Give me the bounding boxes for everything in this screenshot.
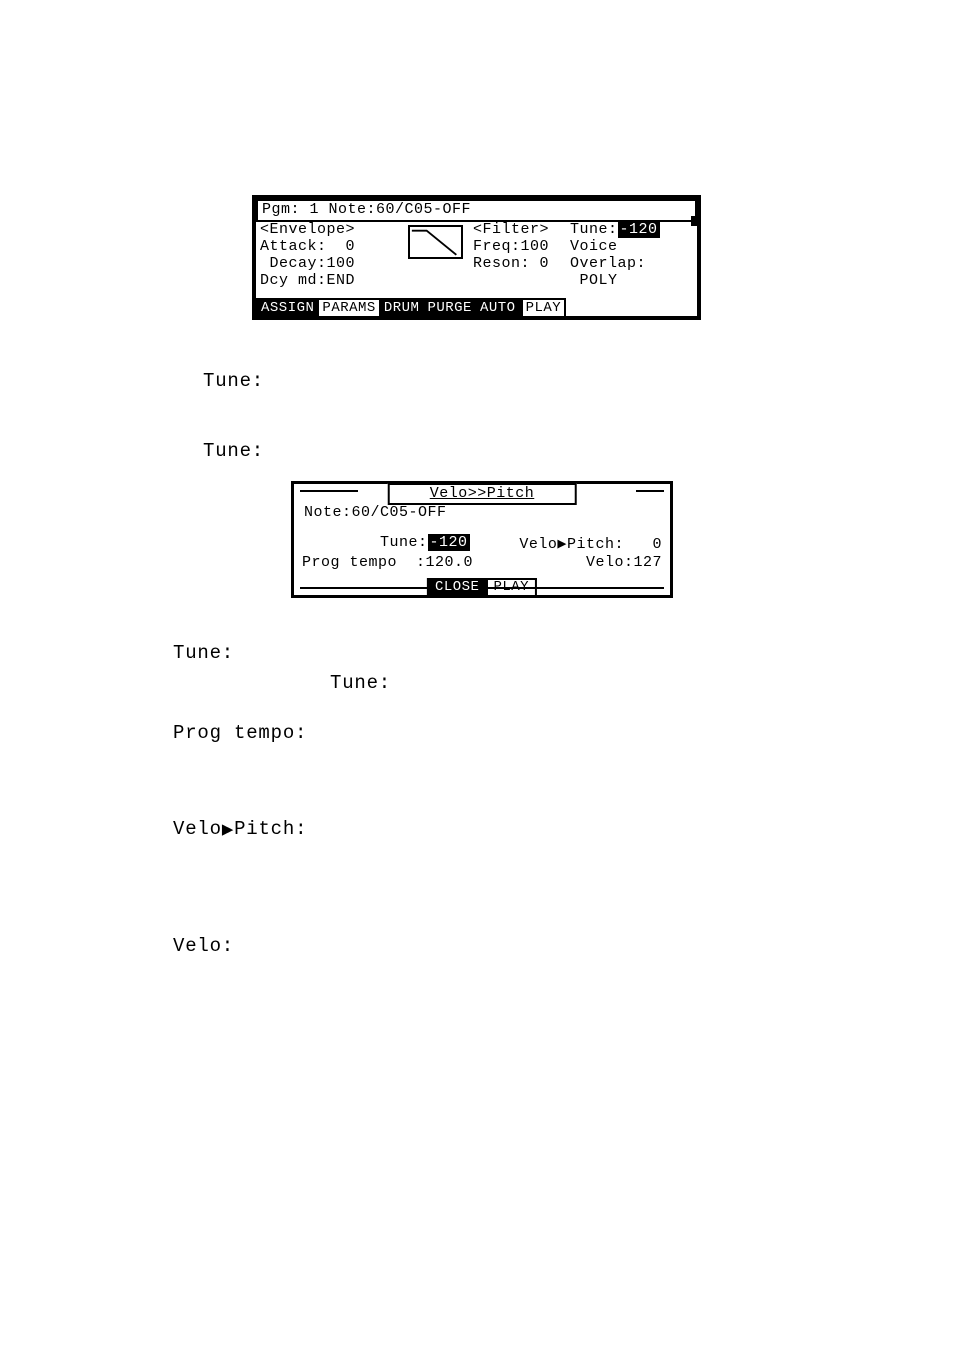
right-column: Tune:-120 Voice Overlap: POLY — [570, 221, 700, 289]
overlap-value-text: POLY — [580, 272, 618, 289]
attack-row[interactable]: Attack: 0 — [260, 238, 380, 255]
popup-tune-label: Tune: — [380, 534, 428, 551]
triangle-right-icon: ▶ — [222, 818, 234, 841]
popup-title: Velo>>Pitch — [388, 483, 577, 505]
popup-tab-bar: CLOSE PLAY — [427, 578, 537, 597]
popup-velopitch-label: Velo▶Pitch: — [519, 536, 624, 553]
popup-velo[interactable]: Velo:127 — [586, 554, 662, 571]
tune-label: Tune: — [570, 221, 618, 238]
popup-progtempo-label: Prog tempo — [302, 554, 397, 571]
popup-tune-value[interactable]: -120 — [428, 534, 470, 551]
tab-assign[interactable]: ASSIGN — [256, 298, 319, 318]
tab-purge[interactable]: PURGE — [424, 298, 477, 318]
envelope-column: <Envelope> Attack: 0 Decay:100 Dcy md:EN… — [260, 221, 380, 289]
label-prog-tempo: Prog tempo: — [173, 722, 307, 744]
title-rule-right-icon — [636, 490, 664, 492]
popup-tune[interactable]: Tune:-120 — [380, 534, 470, 551]
popup-velopitch[interactable]: Velo▶Pitch: 0 — [519, 534, 662, 553]
dcymd-label: Dcy md: — [260, 272, 327, 289]
envelope-graph — [408, 225, 463, 259]
popup-progtempo-sep: : — [416, 554, 426, 571]
tune-value[interactable]: -120 — [618, 221, 660, 238]
envelope-graph-box — [408, 225, 463, 259]
tab-play[interactable]: PLAY — [521, 298, 567, 318]
tab-bar: ASSIGN PARAMS DRUM PURGE AUTO PLAY — [256, 298, 697, 318]
attack-value: 0 — [346, 238, 356, 255]
title-bar: Pgm: 1 Note:60/C05-OFF — [256, 199, 697, 222]
decay-label: Decay: — [270, 255, 327, 272]
overlap-value[interactable]: POLY — [570, 272, 700, 289]
envelope-curve-icon — [410, 227, 461, 259]
label-velo-pitch-prefix: Velo — [173, 818, 222, 840]
tab-params[interactable]: PARAMS — [319, 298, 380, 318]
popup-progtempo-value: 120.0 — [426, 554, 474, 571]
params-screen: Pgm: 1 Note:60/C05-OFF <Envelope> Attack… — [252, 195, 701, 320]
popup-tab-play[interactable]: PLAY — [487, 578, 537, 597]
label-tune-3: Tune: — [173, 642, 234, 664]
popup-note-line: Note:60/C05-OFF — [304, 504, 447, 521]
envelope-heading: <Envelope> — [260, 221, 380, 238]
label-velo-pitch: Velo▶Pitch: — [173, 818, 307, 841]
voice-label: Voice — [570, 238, 700, 255]
label-tune-2: Tune: — [203, 440, 264, 462]
popup-velo-label: Velo: — [586, 554, 634, 571]
tab-auto[interactable]: AUTO — [477, 298, 521, 318]
title-text: Pgm: 1 Note:60/C05-OFF — [262, 201, 471, 218]
label-velo: Velo: — [173, 935, 234, 957]
freq-value: 100 — [521, 238, 550, 255]
reson-label: Reson: — [473, 255, 530, 272]
label-tune-1: Tune: — [203, 370, 264, 392]
attack-label: Attack: — [260, 238, 327, 255]
tab-drum[interactable]: DRUM — [381, 298, 425, 318]
decay-row[interactable]: Decay:100 — [260, 255, 380, 272]
title-rule-left-icon — [300, 490, 358, 492]
dcymd-value: END — [327, 272, 356, 289]
overlap-label: Overlap: — [570, 255, 700, 272]
popup-progtempo[interactable]: Prog tempo :120.0 — [302, 554, 473, 571]
label-velo-pitch-suffix: Pitch: — [234, 818, 307, 840]
popup-velo-value: 127 — [633, 554, 662, 571]
label-tune-4: Tune: — [330, 672, 391, 694]
tune-row[interactable]: Tune:-120 — [570, 221, 700, 238]
velo-pitch-popup: Velo>>Pitch Note:60/C05-OFF Tune:-120 Ve… — [291, 481, 673, 598]
dcymd-row[interactable]: Dcy md:END — [260, 272, 380, 289]
screen-content: <Envelope> Attack: 0 Decay:100 Dcy md:EN… — [258, 221, 695, 294]
reson-value: 0 — [540, 255, 550, 272]
freq-label: Freq: — [473, 238, 521, 255]
popup-tab-close[interactable]: CLOSE — [427, 578, 488, 597]
popup-velopitch-value: 0 — [652, 536, 662, 553]
decay-value: 100 — [327, 255, 356, 272]
